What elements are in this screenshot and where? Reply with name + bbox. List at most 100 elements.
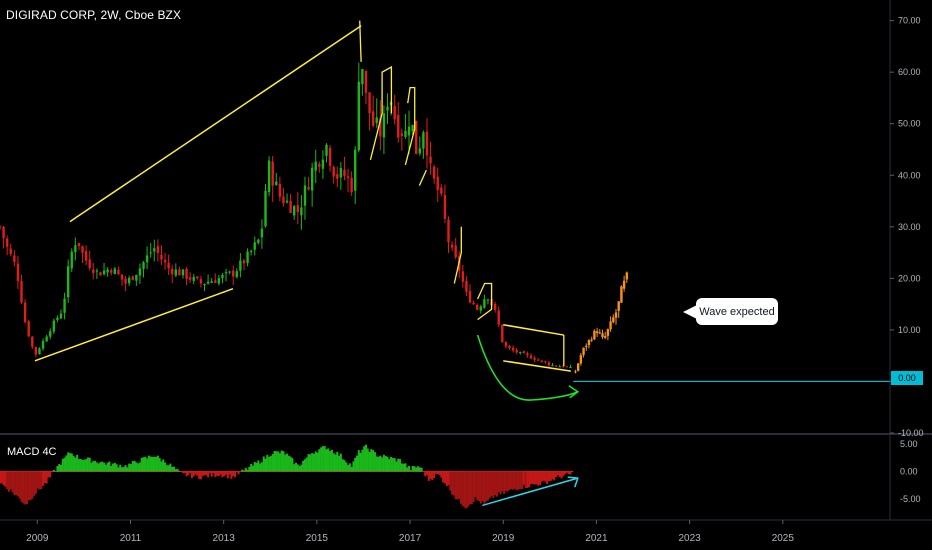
price-candle[interactable] <box>296 205 300 213</box>
projection-candle[interactable] <box>601 333 604 338</box>
price-candle[interactable] <box>131 276 134 280</box>
price-candle[interactable] <box>314 161 317 171</box>
projection-candle[interactable] <box>585 345 588 347</box>
price-pane[interactable] <box>0 20 890 401</box>
price-candle[interactable] <box>371 111 375 126</box>
price-candle[interactable] <box>84 251 88 261</box>
price-candle[interactable] <box>379 118 382 137</box>
price-candle[interactable] <box>400 133 404 136</box>
price-candle[interactable] <box>382 113 386 138</box>
projection-candle[interactable] <box>625 272 629 280</box>
projection-candle[interactable] <box>617 301 620 311</box>
price-candle[interactable] <box>70 251 73 269</box>
price-candle[interactable] <box>318 163 321 167</box>
price-candle[interactable] <box>23 302 27 323</box>
price-candle[interactable] <box>124 278 127 284</box>
projection-candle[interactable] <box>579 355 583 364</box>
price-candle[interactable] <box>440 187 443 194</box>
price-candle[interactable] <box>511 347 515 351</box>
price-candle[interactable] <box>5 238 9 247</box>
price-candle[interactable] <box>52 320 56 332</box>
price-candle[interactable] <box>540 360 543 362</box>
price-candle[interactable] <box>163 259 167 263</box>
projection-candle[interactable] <box>609 321 612 330</box>
price-candle[interactable] <box>77 242 81 247</box>
price-candle[interactable] <box>257 239 260 243</box>
price-candle[interactable] <box>185 268 188 279</box>
price-candle[interactable] <box>0 226 2 228</box>
price-candle[interactable] <box>529 355 533 359</box>
price-candle[interactable] <box>267 160 271 193</box>
price-candle[interactable] <box>515 350 518 353</box>
price-candle[interactable] <box>27 321 30 337</box>
flag-pattern[interactable] <box>369 65 393 160</box>
price-candle[interactable] <box>497 310 500 325</box>
price-candle[interactable] <box>569 366 572 368</box>
curved-arrow[interactable] <box>476 334 579 401</box>
price-candle[interactable] <box>196 276 199 279</box>
projection-candle[interactable] <box>595 331 599 334</box>
price-candle[interactable] <box>178 269 181 276</box>
price-candle[interactable] <box>361 69 364 85</box>
flag-pattern[interactable] <box>418 169 427 186</box>
projection-candle[interactable] <box>612 317 615 323</box>
price-candle[interactable] <box>336 174 339 179</box>
price-candle[interactable] <box>519 351 522 353</box>
flag-pattern[interactable] <box>477 282 493 321</box>
price-candle[interactable] <box>432 166 436 179</box>
price-candle[interactable] <box>479 306 482 311</box>
price-candle[interactable] <box>224 272 228 274</box>
price-candle[interactable] <box>271 161 274 186</box>
trendline[interactable] <box>69 25 362 223</box>
price-candle[interactable] <box>41 340 45 349</box>
price-candle[interactable] <box>450 244 454 248</box>
projection-candle[interactable] <box>604 335 607 338</box>
price-candle[interactable] <box>375 117 378 124</box>
price-candle[interactable] <box>321 159 325 169</box>
price-candle[interactable] <box>203 283 206 286</box>
price-candle[interactable] <box>242 260 246 264</box>
price-candle[interactable] <box>135 274 138 281</box>
price-candle[interactable] <box>63 298 66 313</box>
price-candle[interactable] <box>493 304 497 310</box>
price-candle[interactable] <box>397 114 400 138</box>
price-candle[interactable] <box>562 365 565 367</box>
price-candle[interactable] <box>565 366 569 368</box>
price-candle[interactable] <box>253 242 256 250</box>
price-candle[interactable] <box>214 280 217 283</box>
price-candle[interactable] <box>472 302 475 305</box>
price-candle[interactable] <box>59 313 63 319</box>
projection-candle[interactable] <box>576 363 580 371</box>
price-candle[interactable] <box>354 149 357 191</box>
price-candle[interactable] <box>303 185 307 206</box>
price-candle[interactable] <box>246 251 249 263</box>
price-candle[interactable] <box>275 181 278 186</box>
price-candle[interactable] <box>407 126 411 136</box>
price-candle[interactable] <box>142 262 145 269</box>
price-candle[interactable] <box>325 144 328 156</box>
price-candle[interactable] <box>443 194 447 219</box>
price-candle[interactable] <box>20 281 23 303</box>
price-candle[interactable] <box>106 269 109 273</box>
flag-pattern[interactable] <box>453 226 462 284</box>
price-candle[interactable] <box>343 169 346 176</box>
projection-candle[interactable] <box>622 280 626 289</box>
price-candle[interactable] <box>217 278 221 284</box>
price-candle[interactable] <box>199 279 203 284</box>
projection-candle[interactable] <box>582 347 585 355</box>
price-candle[interactable] <box>264 190 267 227</box>
price-candle[interactable] <box>350 177 353 193</box>
price-candle[interactable] <box>422 132 425 149</box>
price-candle[interactable] <box>289 200 292 213</box>
projection-candle[interactable] <box>606 329 610 336</box>
price-candle[interactable] <box>95 270 99 272</box>
price-candle[interactable] <box>278 183 282 197</box>
price-candle[interactable] <box>88 259 91 269</box>
price-candle[interactable] <box>210 281 213 283</box>
price-candle[interactable] <box>536 359 540 361</box>
price-candle[interactable] <box>188 277 192 280</box>
price-candle[interactable] <box>153 248 156 252</box>
trendline[interactable] <box>503 360 571 372</box>
trendline[interactable] <box>34 287 234 362</box>
price-candle[interactable] <box>418 148 421 154</box>
